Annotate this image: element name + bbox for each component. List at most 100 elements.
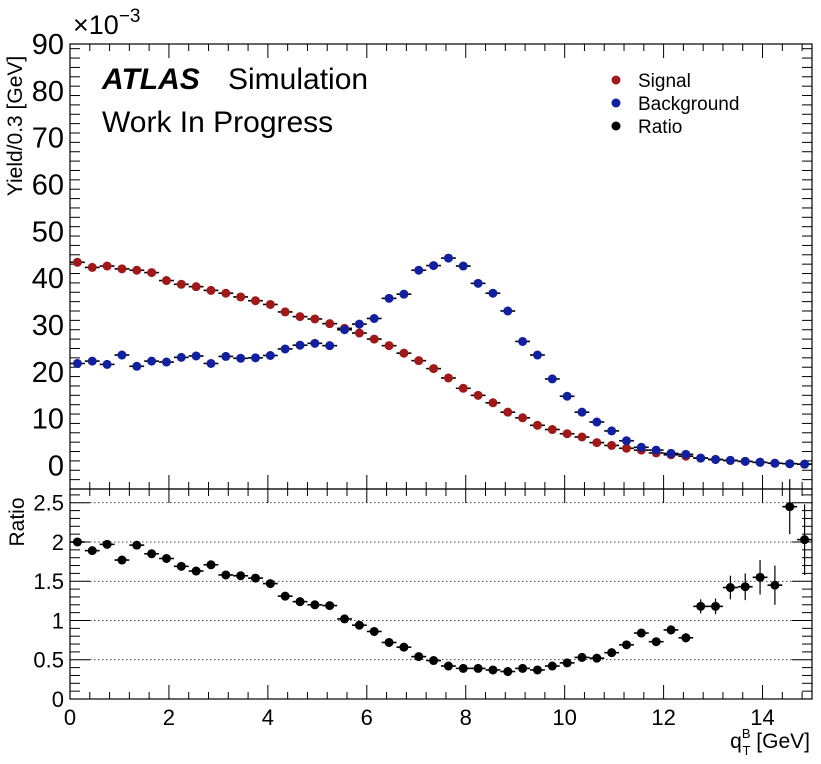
signal-point — [176, 279, 186, 289]
y-tick-label: 70 — [32, 123, 64, 155]
signal-point — [622, 443, 631, 453]
background-point — [770, 458, 780, 468]
ratio-point — [399, 642, 409, 652]
y-tick-label: 50 — [32, 216, 64, 248]
y-tick-label: 2.5 — [33, 491, 64, 516]
background-point — [206, 358, 216, 368]
ratio-point — [681, 633, 691, 643]
background-point — [310, 338, 320, 348]
signal-point — [429, 364, 439, 374]
exponent-label: ×10−3 — [73, 6, 140, 40]
x-axis-label-main: q — [730, 730, 742, 753]
signal-point — [280, 307, 290, 317]
ratio-point — [651, 637, 661, 647]
exponent-power: −3 — [119, 6, 141, 27]
signal-point — [518, 413, 528, 423]
ratio-point — [458, 663, 468, 673]
background-point — [503, 306, 513, 316]
legend-marker-signal — [611, 75, 621, 85]
background-point — [636, 442, 646, 452]
ratio-point — [503, 667, 513, 677]
ratio-point — [577, 652, 587, 662]
background-point — [280, 344, 290, 354]
background-point — [622, 436, 631, 446]
ratio-point — [592, 653, 602, 663]
lower-y-axis-label: Ratio — [6, 497, 29, 546]
background-point — [577, 407, 587, 417]
legend-entry-signal: Signal — [638, 71, 691, 92]
ratio-point — [265, 579, 275, 589]
signal-point — [607, 440, 617, 450]
ratio-point — [429, 656, 439, 666]
ratio-point — [191, 566, 201, 576]
y-tick-label: 1.5 — [33, 569, 64, 594]
background-point — [87, 356, 97, 366]
ratio-point — [636, 628, 646, 638]
background-point — [725, 455, 735, 465]
ratio-point — [132, 540, 142, 550]
upper-y-axis-label: Yield/0.3 [GeV] — [4, 56, 27, 196]
signal-point — [206, 285, 216, 295]
signal-point — [473, 390, 483, 400]
signal-point — [251, 296, 260, 306]
signal-point — [532, 420, 542, 430]
background-point — [800, 459, 810, 469]
x-axis-label-unit: [GeV] — [750, 730, 810, 753]
signal-point — [547, 425, 557, 435]
y-tick-label: 0 — [52, 687, 64, 712]
background-point — [117, 350, 127, 360]
y-tick-label: 2 — [52, 530, 64, 555]
signal-point — [102, 261, 112, 271]
background-point — [443, 253, 453, 263]
background-point — [651, 445, 661, 455]
background-point — [102, 359, 112, 369]
background-point — [191, 351, 201, 361]
signal-point — [132, 265, 142, 275]
signal-point — [369, 334, 379, 344]
y-tick-label: 20 — [32, 357, 64, 389]
ratio-point — [562, 658, 572, 668]
signal-point — [310, 314, 320, 324]
background-point — [755, 457, 765, 467]
x-tick-label: 4 — [262, 705, 274, 730]
y-tick-label: 0 — [48, 451, 64, 483]
legend: Signal Background Ratio — [611, 71, 739, 138]
signal-point — [147, 268, 157, 278]
ratio-point — [725, 583, 735, 593]
signal-point — [354, 328, 364, 338]
y-tick-label: 90 — [32, 29, 64, 61]
ratio-point — [176, 561, 186, 571]
ratio-point — [488, 665, 498, 675]
background-point — [251, 353, 260, 363]
ratio-point — [280, 591, 290, 601]
y-tick-label: 0.5 — [33, 648, 64, 673]
lower-panel-frame — [69, 488, 813, 700]
ratio-point — [711, 601, 721, 611]
ratio-point — [622, 640, 631, 650]
ratio-point — [102, 539, 112, 549]
y-tick-label: 60 — [32, 170, 64, 202]
ratio-point — [72, 537, 82, 547]
signal-point — [592, 438, 602, 448]
ratio-point — [161, 553, 171, 563]
legend-entry-ratio: Ratio — [638, 117, 682, 138]
status-label: Work In Progress — [102, 106, 333, 139]
ratio-point — [206, 560, 216, 570]
x-tick-label: 8 — [460, 705, 472, 730]
background-point — [147, 356, 157, 366]
background-point — [429, 261, 439, 271]
signal-point — [577, 432, 587, 442]
background-point — [354, 319, 364, 329]
x-axis-label: qB T [GeV] — [730, 726, 810, 758]
background-point — [414, 265, 424, 275]
signal-point — [414, 356, 424, 366]
background-point — [607, 426, 617, 436]
background-point — [711, 454, 721, 464]
signal-point — [265, 299, 275, 309]
ratio-point — [369, 626, 379, 636]
ratio-point — [666, 625, 676, 635]
signal-point — [443, 373, 453, 383]
y-tick-label: 10 — [32, 404, 64, 436]
ratio-point — [117, 555, 127, 565]
